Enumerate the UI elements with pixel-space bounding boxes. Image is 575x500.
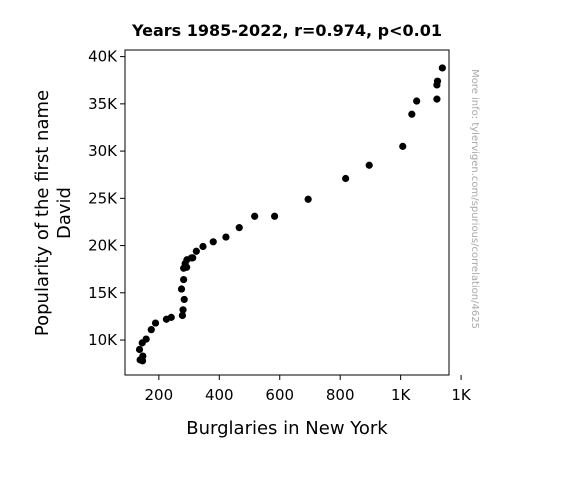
data-point: [192, 247, 200, 255]
y-axis: 10K 15K 20K 25K 30K 35K 40K: [88, 48, 125, 349]
data-point: [147, 326, 155, 334]
data-point: [209, 238, 217, 246]
y-tick-label: 20K: [88, 237, 118, 255]
x-axis: 200 400 600 800 1K 1K: [145, 375, 472, 404]
data-point: [222, 233, 230, 241]
data-point: [342, 174, 350, 183]
x-tick-label: 800: [326, 386, 355, 404]
data-point: [304, 195, 312, 203]
data-point: [399, 142, 407, 150]
x-tick-label: 600: [265, 386, 294, 404]
data-point: [408, 110, 416, 118]
data-point: [178, 311, 187, 320]
data-point: [151, 319, 160, 327]
data-point: [162, 315, 171, 323]
plot-area: [124, 49, 450, 376]
data-point: [271, 212, 279, 220]
data-point: [235, 224, 243, 232]
data-point: [179, 306, 187, 314]
x-tick-label: 200: [145, 386, 174, 404]
y-tick-label: 25K: [88, 189, 118, 207]
data-point: [251, 212, 259, 220]
y-tick-label: 40K: [88, 48, 118, 66]
x-tick-label: 400: [205, 386, 234, 404]
plot-frame: [124, 49, 450, 376]
y-axis-label-line-2: David: [54, 187, 75, 239]
chart-title: Years 1985-2022, r=0.974, p<0.01: [131, 21, 442, 40]
data-point: [138, 357, 147, 365]
data-point: [413, 97, 421, 105]
x-tick-label: 1K: [451, 386, 472, 404]
y-tick-label: 15K: [88, 284, 118, 302]
y-axis-label-line-1: Popularity of the first name: [32, 90, 53, 336]
data-point: [365, 161, 373, 169]
x-tick-label: 1K: [391, 386, 412, 404]
data-point: [433, 95, 441, 103]
data-point: [180, 275, 188, 284]
x-axis-label: Burglaries in New York: [186, 418, 388, 439]
data-point: [177, 285, 186, 293]
data-point: [199, 242, 207, 251]
watermark-text: More info: tylervigen.com/spurious/corre…: [469, 69, 480, 329]
y-tick-label: 35K: [88, 95, 118, 113]
y-tick-label: 10K: [88, 331, 118, 349]
data-point: [180, 264, 188, 272]
data-points: [135, 64, 446, 365]
data-point: [433, 81, 441, 89]
y-tick-label: 30K: [88, 142, 118, 160]
data-point: [180, 295, 188, 304]
data-point: [135, 345, 144, 354]
data-point: [438, 64, 446, 72]
data-point: [138, 339, 146, 347]
